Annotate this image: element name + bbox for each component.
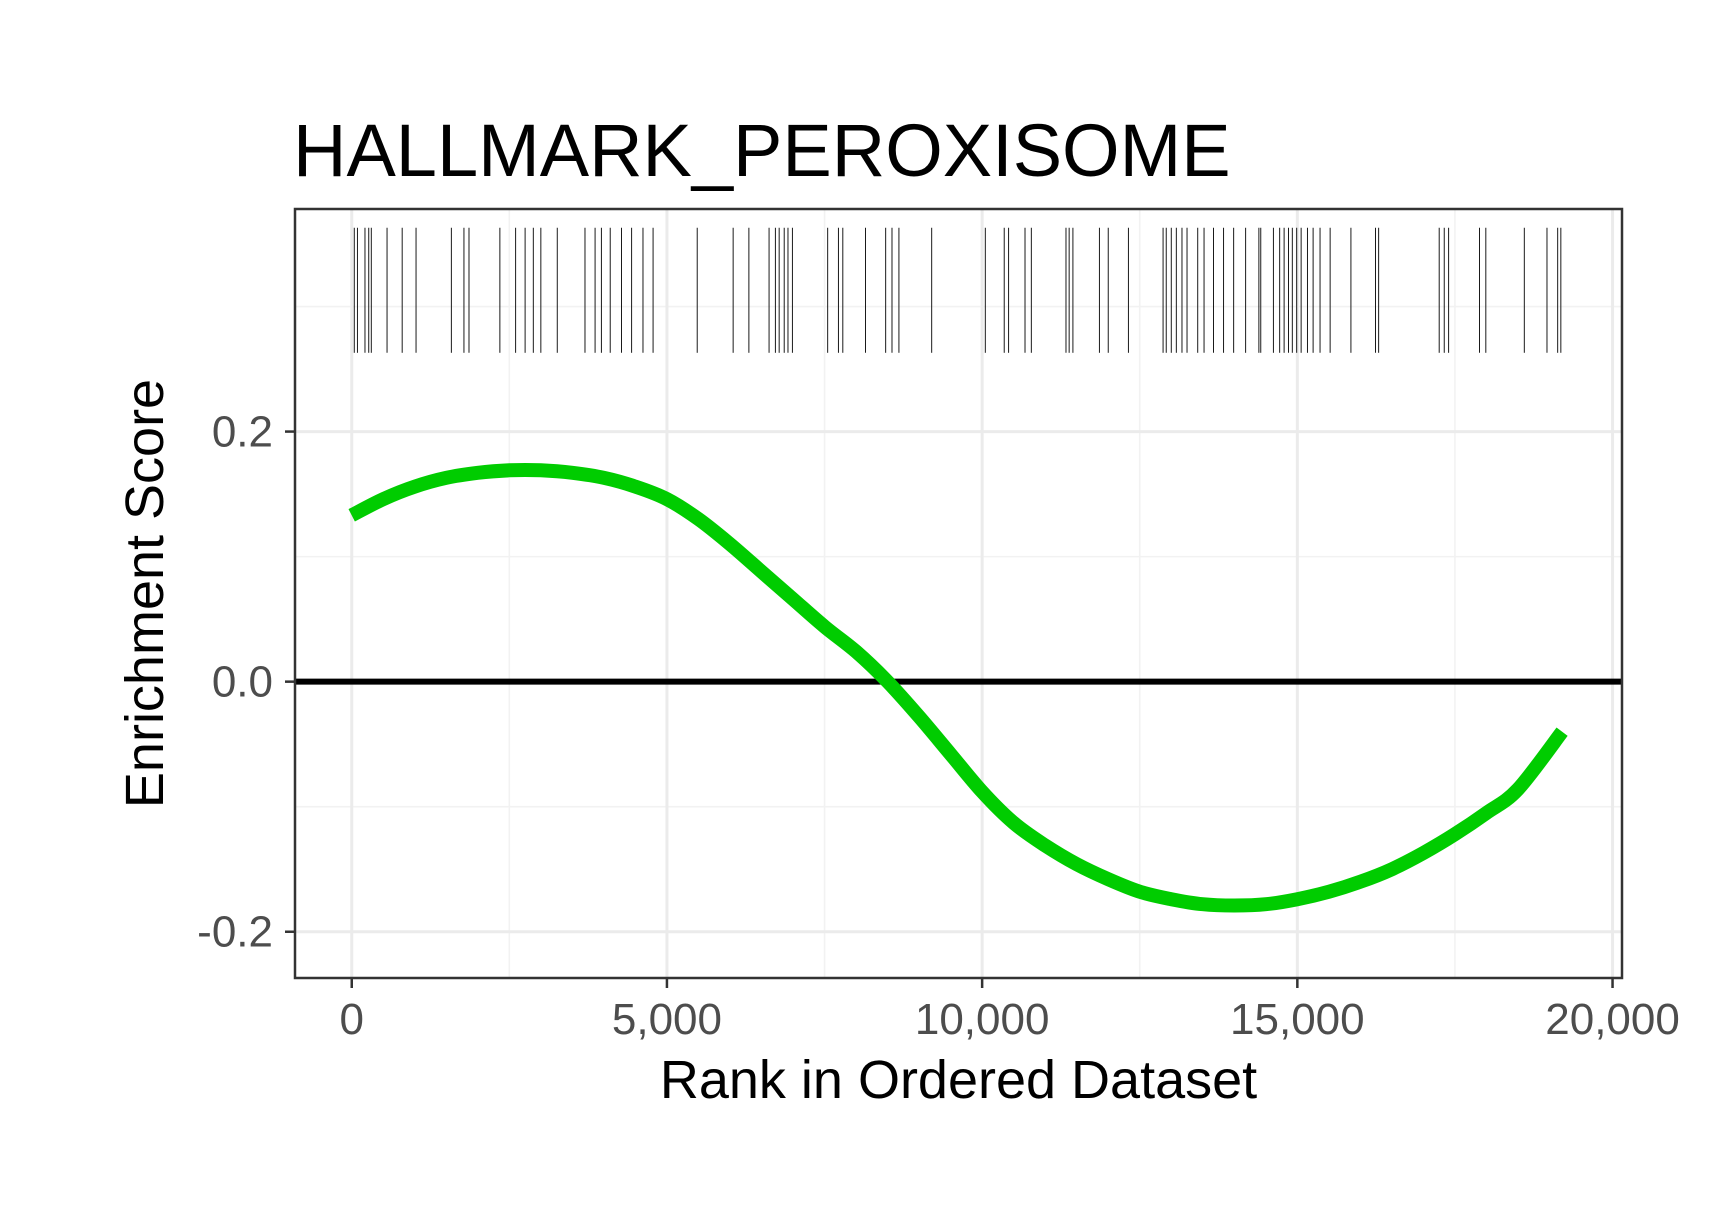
y-axis: -0.2 0.0 0.2 bbox=[197, 408, 295, 957]
chart-title: HALLMARK_PEROXISOME bbox=[293, 109, 1231, 192]
panel-border bbox=[293, 207, 1624, 980]
y-tick-label: 0.0 bbox=[212, 658, 273, 707]
x-tick-label: 15,000 bbox=[1230, 995, 1365, 1044]
x-tick-label: 20,000 bbox=[1545, 995, 1680, 1044]
enrichment-curve bbox=[348, 463, 1568, 913]
x-tick-label: 10,000 bbox=[915, 995, 1050, 1044]
x-tick-label: 5,000 bbox=[612, 995, 722, 1044]
y-tick-label: -0.2 bbox=[197, 908, 273, 957]
y-axis-label: Enrichment Score bbox=[115, 379, 175, 808]
minor-gridlines bbox=[295, 209, 1622, 978]
panel-background bbox=[295, 209, 1622, 978]
x-axis: 0 5,000 10,000 15,000 20,000 bbox=[339, 978, 1680, 1044]
gene-hit-marks bbox=[353, 227, 1562, 353]
x-tick-label: 0 bbox=[339, 995, 363, 1044]
y-tick-label: 0.2 bbox=[212, 408, 273, 457]
x-axis-label: Rank in Ordered Dataset bbox=[660, 1050, 1257, 1110]
